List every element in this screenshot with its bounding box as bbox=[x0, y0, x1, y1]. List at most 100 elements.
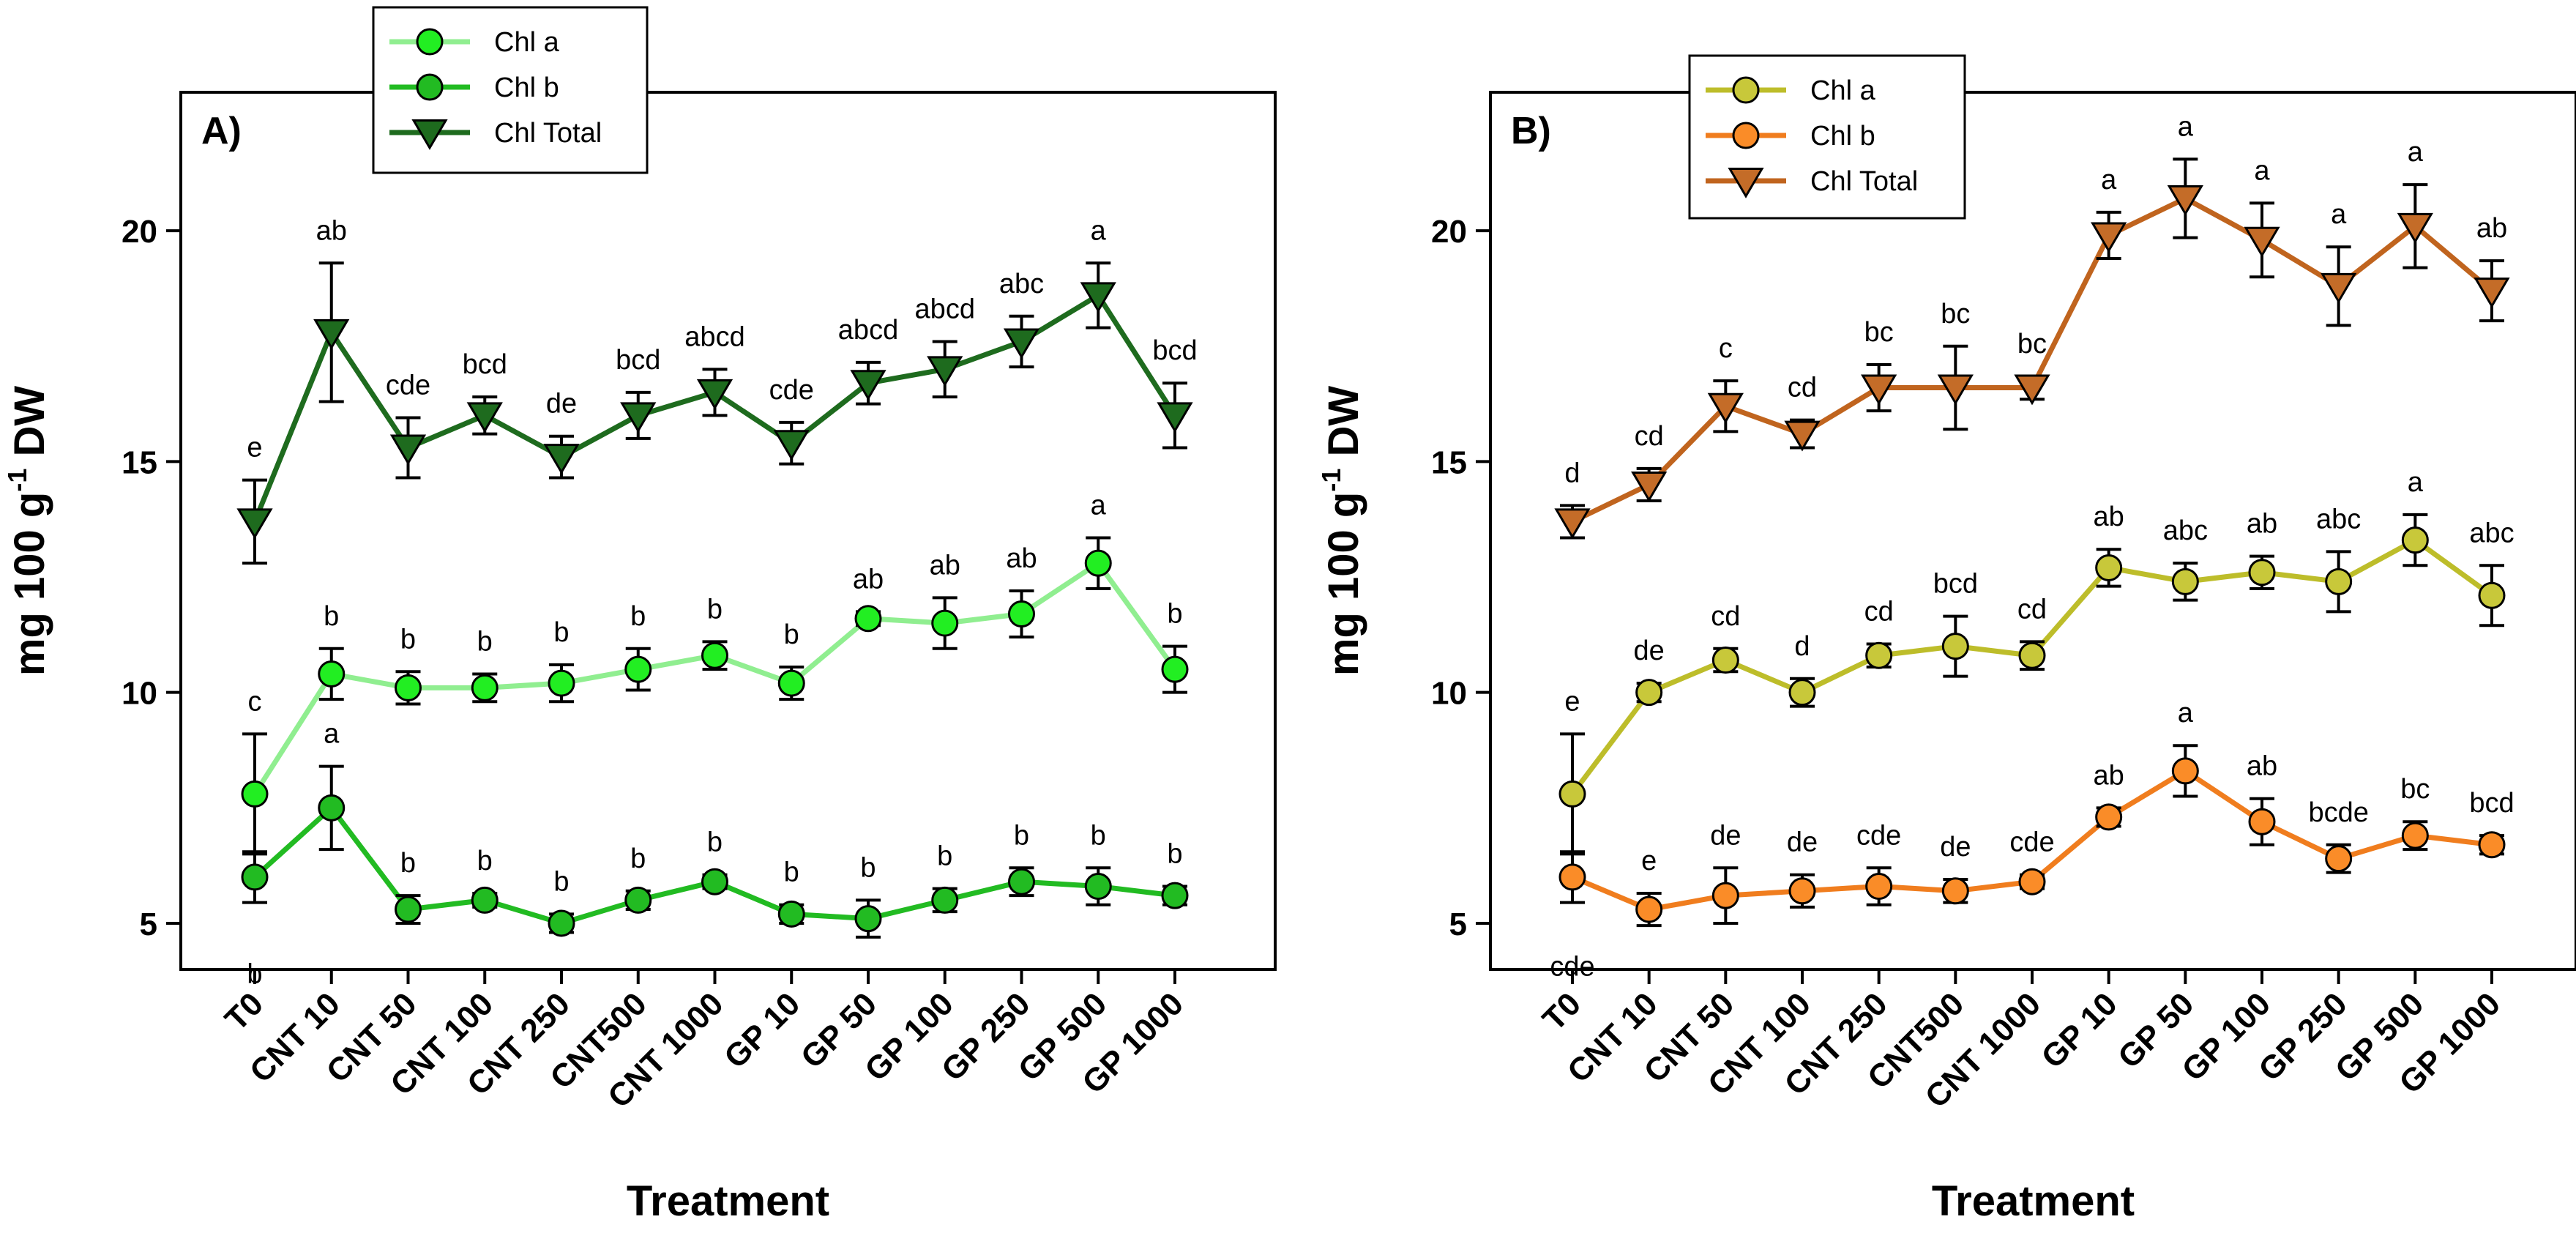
y-tick-label: 10 bbox=[1431, 676, 1467, 712]
significance-letter: d bbox=[1564, 458, 1580, 488]
data-point bbox=[1865, 641, 1893, 669]
significance-letter: b bbox=[707, 827, 723, 858]
data-point bbox=[1558, 780, 1586, 808]
significance-letter: b bbox=[937, 841, 952, 872]
significance-letter: a bbox=[2331, 199, 2347, 230]
legend-label: Chl a bbox=[494, 27, 560, 58]
y-axis-title-superscript: -1 bbox=[1316, 469, 1346, 492]
data-point bbox=[931, 609, 959, 637]
data-point bbox=[2244, 226, 2280, 258]
significance-letter: b bbox=[1014, 820, 1029, 851]
x-tick-label: T0 bbox=[218, 986, 270, 1038]
data-point bbox=[543, 444, 580, 474]
data-point bbox=[777, 669, 805, 697]
significance-letter: ab bbox=[2476, 213, 2507, 244]
data-point bbox=[1161, 882, 1189, 909]
significance-letter: b bbox=[1167, 839, 1182, 870]
data-point bbox=[1631, 471, 1668, 502]
data-point bbox=[548, 669, 575, 697]
significance-letter: e bbox=[247, 433, 262, 463]
x-axis-title: Treatment bbox=[627, 1177, 829, 1225]
data-point bbox=[236, 508, 273, 540]
significance-letter: b bbox=[400, 848, 416, 879]
data-point bbox=[624, 655, 652, 683]
data-point bbox=[2397, 212, 2433, 244]
data-point bbox=[1084, 873, 1112, 901]
data-point bbox=[1008, 600, 1035, 627]
significance-letter: abcd bbox=[838, 315, 898, 346]
significance-letter: b bbox=[784, 857, 799, 888]
y-axis-title: mg 100 g-1 DW bbox=[2, 386, 53, 676]
data-point bbox=[318, 660, 346, 688]
legend-label: Chl b bbox=[494, 72, 559, 103]
data-point bbox=[1008, 868, 1035, 895]
significance-letter: ab bbox=[2094, 502, 2124, 532]
data-point bbox=[2401, 822, 2429, 849]
data-point bbox=[1784, 420, 1821, 452]
legend-marker bbox=[416, 28, 444, 56]
legend-marker bbox=[416, 73, 444, 101]
significance-letter: cde bbox=[769, 375, 814, 406]
x-tick-label: GP 10 bbox=[717, 986, 807, 1075]
significance-letter: d bbox=[1794, 631, 1810, 662]
data-point bbox=[927, 356, 963, 387]
legend-label: Chl a bbox=[1810, 75, 1876, 106]
significance-letter: a bbox=[2101, 165, 2117, 195]
data-point bbox=[1080, 282, 1116, 313]
significance-letter: b bbox=[1091, 820, 1106, 851]
significance-letter: ab bbox=[1006, 543, 1037, 574]
y-axis-title: mg 100 g-1 DW bbox=[1316, 386, 1367, 676]
y-tick-label: 15 bbox=[1431, 444, 1467, 480]
data-point bbox=[2248, 559, 2276, 586]
data-point bbox=[1635, 679, 1663, 707]
data-point bbox=[471, 674, 499, 701]
data-point bbox=[395, 674, 422, 701]
significance-letter: b bbox=[400, 624, 416, 655]
significance-letter: cde bbox=[1856, 820, 1901, 851]
significance-letter: de bbox=[1634, 636, 1665, 666]
significance-letter: bcd bbox=[2469, 788, 2514, 819]
significance-letter: abc bbox=[999, 269, 1044, 299]
significance-letter: abc bbox=[2163, 515, 2208, 546]
significance-letter: cde bbox=[1550, 952, 1594, 983]
data-point bbox=[1788, 679, 1816, 707]
significance-letter: ab bbox=[2094, 760, 2124, 791]
data-point bbox=[2018, 868, 2046, 895]
panel-label: A) bbox=[201, 110, 242, 152]
y-axis-title-unit: DW bbox=[6, 386, 53, 469]
significance-letter: a bbox=[1091, 490, 1107, 521]
significance-letter: ab bbox=[316, 215, 347, 246]
data-point bbox=[1554, 508, 1591, 540]
significance-letter: bcde bbox=[2308, 797, 2368, 828]
y-tick-label: 15 bbox=[122, 444, 157, 480]
significance-letter: bcd bbox=[1933, 569, 1978, 600]
significance-letter: cd bbox=[1788, 373, 1817, 403]
data-point bbox=[1941, 633, 1969, 660]
data-point bbox=[471, 886, 499, 914]
data-point bbox=[2321, 272, 2357, 304]
significance-letter: bc bbox=[1941, 299, 1970, 329]
significance-letter: bcd bbox=[616, 345, 660, 376]
x-tick-label: T0 bbox=[1536, 986, 1588, 1038]
significance-letter: c bbox=[1719, 333, 1733, 364]
y-axis-title-main: mg 100 g bbox=[1320, 492, 1367, 676]
significance-letter: b bbox=[477, 626, 493, 657]
data-point bbox=[2091, 222, 2127, 253]
data-point bbox=[2248, 808, 2276, 835]
significance-letter: bc bbox=[2017, 329, 2047, 360]
legend-marker bbox=[1732, 122, 1760, 149]
data-point bbox=[624, 886, 652, 914]
data-point bbox=[701, 868, 728, 895]
data-point bbox=[1711, 882, 1739, 909]
significance-letter: ab bbox=[930, 550, 960, 581]
y-axis-title-main: mg 100 g bbox=[6, 492, 53, 676]
data-point bbox=[2014, 374, 2050, 406]
significance-letter: cd bbox=[1864, 596, 1894, 627]
significance-letter: a bbox=[2254, 155, 2270, 186]
significance-letter: a bbox=[2408, 467, 2424, 498]
significance-letter: bcd bbox=[1152, 335, 1197, 366]
significance-letter: abcd bbox=[684, 321, 744, 352]
